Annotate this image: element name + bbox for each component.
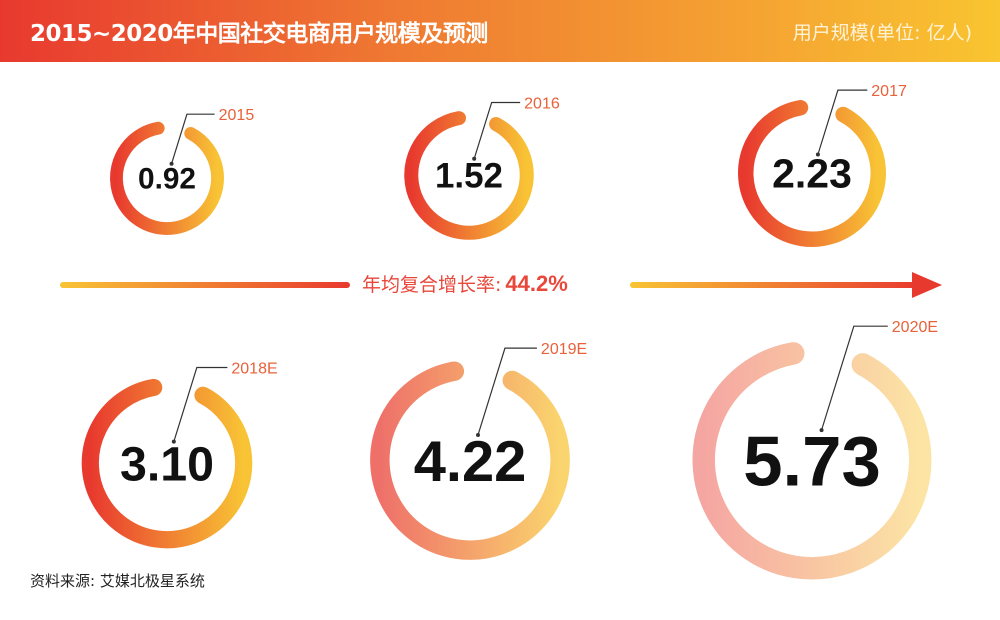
ring-arc [81,378,253,549]
leader-dot [815,152,820,157]
leader-line [473,101,521,159]
cagr-annotation: 年均复合增长率: 44.2% [362,270,568,297]
ring-2015: 2015 0.92 [110,107,255,235]
cagr-label: 年均复合增长率: [362,274,502,296]
ring-2019E: 2019E 4.22 [370,341,587,560]
arrow-head-icon [912,272,942,298]
ring-arc [738,100,886,247]
year-label: 2015 [219,107,255,124]
value-label: 0.92 [138,163,196,196]
year-label: 2016 [524,95,560,112]
year-label: 2018E [231,360,277,377]
leader-line [817,89,868,155]
ring-arc [370,361,570,560]
value-label: 5.73 [743,421,881,500]
leader-dot [819,428,824,433]
unit-label: 用户规模(单位: 亿人) [792,22,972,44]
ring-arc [110,121,224,235]
year-label: 2019E [541,341,587,358]
header-banner: 2015~2020年中国社交电商用户规模及预测 用户规模(单位: 亿人) [0,0,1000,62]
leader-dot [472,156,477,161]
value-label: 3.10 [120,437,214,491]
value-label: 1.52 [435,157,503,196]
value-label: 2.23 [772,151,852,197]
leader-line [170,113,215,164]
leader-dot [475,433,480,438]
ring-2017: 2017 2.23 [738,83,907,247]
ring-arc [692,342,932,580]
chart-title: 2015~2020年中国社交电商用户规模及预测 [30,21,488,47]
ring-2018E: 2018E 3.10 [81,360,278,549]
growth-arrow-right [630,282,920,288]
ring-2016: 2016 1.52 [404,95,560,240]
source-note: 资料来源: 艾媒北极星系统 [30,572,205,590]
cagr-value: 44.2% [505,271,568,296]
year-label: 2017 [871,83,907,100]
ring-arc [404,111,534,240]
value-label: 4.22 [414,430,527,494]
leader-dot [169,161,174,166]
leader-line [820,325,888,431]
growth-arrow-left [60,282,350,288]
leader-line [477,347,537,436]
year-label: 2020E [892,319,938,336]
ring-2020E: 2020E 5.73 [692,319,938,580]
leader-line [173,366,228,442]
leader-dot [171,439,176,444]
